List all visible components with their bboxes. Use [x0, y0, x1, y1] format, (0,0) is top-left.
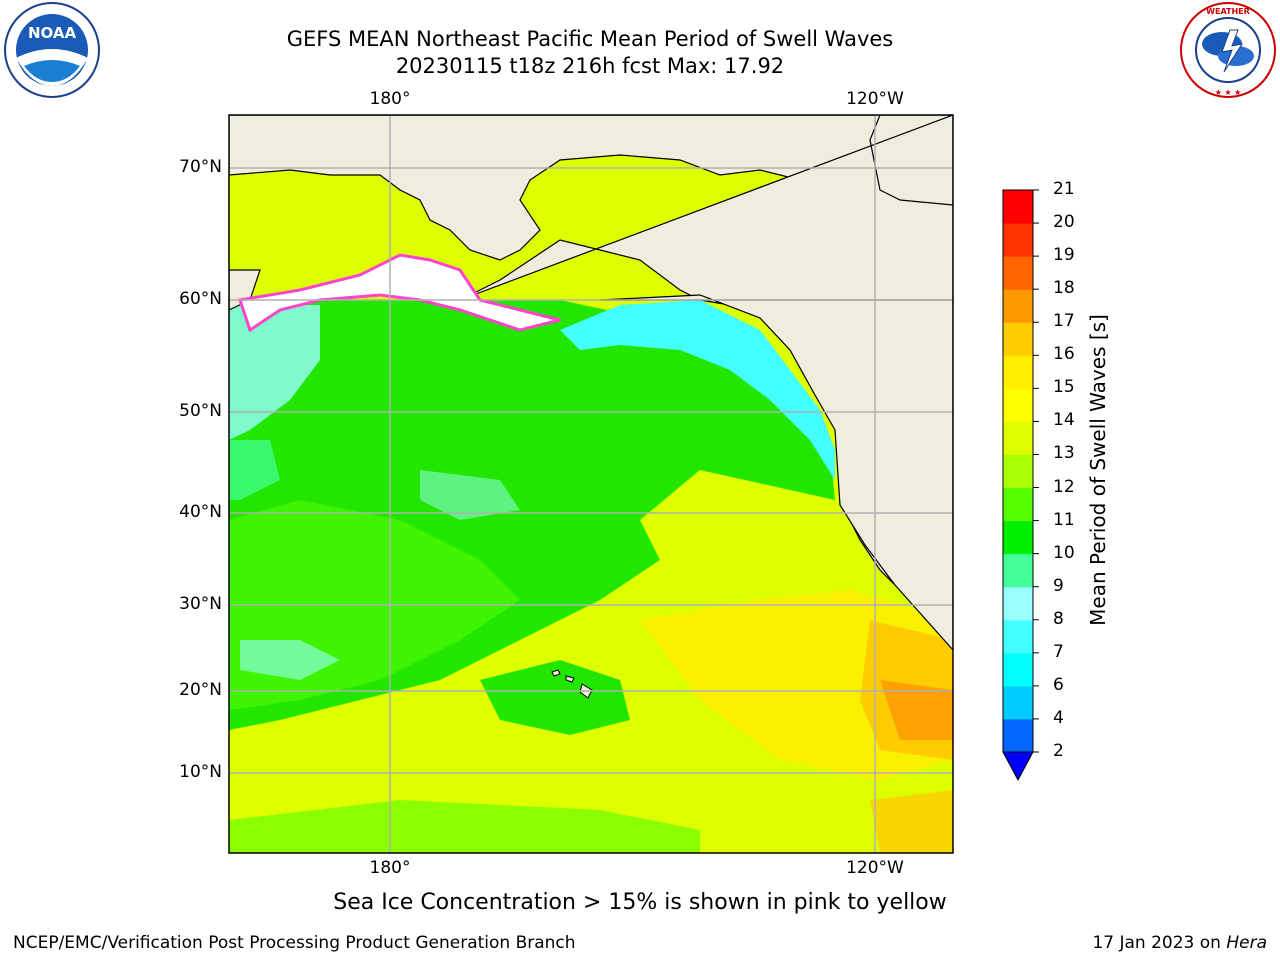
colorbar-tick-label: 15 [1053, 377, 1075, 398]
colorbar-tick-label: 21 [1053, 179, 1075, 199]
colorbar-segment [1003, 421, 1033, 455]
cyan-coastal-band [560, 300, 835, 480]
colorbar-segment [1003, 685, 1033, 720]
colorbar-segment [1003, 289, 1033, 323]
colorbar-segment [1003, 454, 1033, 489]
colorbar-segment [1003, 388, 1033, 422]
map-frame [228, 114, 954, 854]
colorbar-tick-label: 9 [1053, 575, 1064, 596]
lon-label-bottom-120w: 120°W [846, 858, 904, 878]
hawaii-green-patch [480, 660, 630, 735]
colorbar-segment [1003, 355, 1033, 389]
colorbar [1002, 189, 1039, 782]
map-subtitle: 20230115 t18z 216h fcst Max: 17.92 [395, 54, 785, 78]
footer-date-text: 17 Jan 2023 on [1092, 933, 1221, 953]
noaa-logo: NOAA [4, 2, 100, 98]
colorbar-tick-label: 2 [1053, 741, 1064, 761]
colorbar-tick-label: 8 [1053, 608, 1064, 629]
colorbar-segment [1003, 553, 1033, 588]
svg-text:WEATHER: WEATHER [1206, 7, 1250, 16]
colorbar-title: Mean Period of Swell Waves [s] [1086, 314, 1110, 626]
colorbar-tick-label: 11 [1053, 509, 1075, 530]
colorbar-tick-label: 14 [1053, 410, 1075, 431]
lat-label-10: 10°N [179, 762, 222, 782]
footer-host: Hera [1226, 933, 1267, 953]
land-north-america [599, 294, 953, 651]
lon-label-bottom-180: 180° [369, 858, 411, 878]
svg-text:★ ★ ★: ★ ★ ★ [1215, 88, 1242, 97]
graticule [229, 115, 953, 853]
footer-date: 17 Jan 2023 on Hera [1092, 933, 1267, 953]
lon-label-top-120w: 120°W [846, 89, 904, 109]
lat-label-60: 60°N [179, 289, 222, 309]
lat-label-40: 40°N [179, 502, 222, 522]
colorbar-tick-label: 7 [1053, 641, 1064, 662]
colorbar-segment [1003, 256, 1033, 290]
colorbar-tick-label: 17 [1053, 311, 1075, 332]
colorbar-segment [1003, 619, 1033, 654]
lat-label-70: 70°N [179, 157, 222, 177]
colorbar-tick-label: 12 [1053, 476, 1075, 497]
colorbar-tick-label: 6 [1053, 674, 1064, 695]
colorbar-tick-label: 10 [1053, 542, 1075, 563]
colorbar-segment [1003, 190, 1033, 224]
colorbar-tick-label: 16 [1053, 344, 1075, 365]
svg-text:NOAA: NOAA [28, 24, 77, 42]
colorbar-tick-label: 19 [1053, 245, 1075, 266]
footer-credit: NCEP/EMC/Verification Post Processing Pr… [13, 933, 576, 953]
colorbar-segment [1003, 652, 1033, 687]
colorbar-segment [1003, 487, 1033, 522]
colorbar-tick-label: 13 [1053, 443, 1075, 464]
sea-ice-note: Sea Ice Concentration > 15% is shown in … [333, 890, 947, 915]
colorbar-segment [1003, 586, 1033, 621]
map-title: GEFS MEAN Northeast Pacific Mean Period … [286, 27, 894, 51]
colorbar-extend-triangle [1002, 751, 1034, 782]
sea-ice-edge [238, 253, 561, 333]
colorbar-tick-label: 4 [1053, 707, 1064, 728]
lon-label-top-180: 180° [369, 89, 411, 109]
nws-logo: WEATHER ★ ★ ★ [1180, 2, 1276, 98]
lat-label-20: 20°N [179, 680, 222, 700]
colorbar-tick-label: 20 [1053, 212, 1075, 233]
colorbar-segment [1003, 520, 1033, 555]
south-green-band [229, 800, 700, 853]
colorbar-segment [1003, 322, 1033, 356]
colorbar-segment [1003, 718, 1033, 753]
lat-label-30: 30°N [179, 594, 222, 614]
colorbar-segment [1003, 223, 1033, 257]
bering-cyan [229, 305, 320, 440]
lat-label-50: 50°N [179, 401, 222, 421]
colorbar-tick-label: 18 [1053, 278, 1075, 299]
colorbar-frame [1002, 189, 1034, 753]
